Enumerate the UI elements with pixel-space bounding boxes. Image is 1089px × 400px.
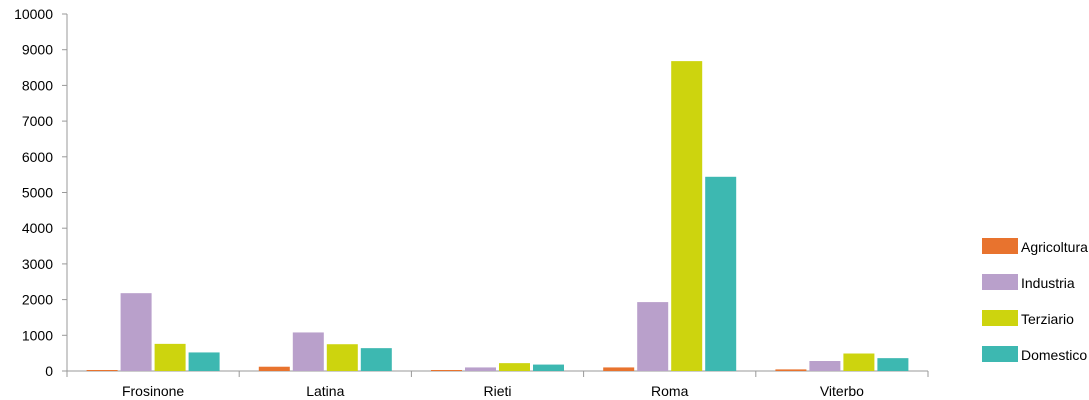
bar-terziario-roma xyxy=(671,61,703,372)
bar-agricoltura-viterbo xyxy=(775,369,807,371)
bar-agricoltura-rieti xyxy=(431,370,462,371)
y-axis: 0 1000 2000 3000 4000 5000 6000 7000 8000 9000 100… xyxy=(14,6,68,379)
x-axis: Frosinone Latina Rieti Roma Viterbo xyxy=(66,370,929,399)
legend-label-agricoltura: Agricoltura xyxy=(1021,239,1088,255)
bar-terziario-viterbo xyxy=(843,353,875,371)
bar-agricoltura-frosinone xyxy=(86,370,118,371)
legend: Agricoltura Industria Terziario Domestico xyxy=(982,238,1088,363)
bar-domestico-rieti xyxy=(533,364,564,371)
y-tick-label: 1000 xyxy=(22,327,53,343)
bar-agricoltura-roma xyxy=(603,367,635,371)
bars xyxy=(86,61,909,372)
y-tick-label: 4000 xyxy=(22,220,53,236)
y-tick-label: 0 xyxy=(45,363,53,379)
y-tick-label: 6000 xyxy=(22,149,53,165)
y-tick-label: 5000 xyxy=(22,185,53,201)
legend-label-industria: Industria xyxy=(1021,275,1075,291)
bar-agricoltura-latina xyxy=(258,366,290,371)
y-tick-label: 3000 xyxy=(22,256,53,272)
legend-label-domestico: Domestico xyxy=(1021,347,1087,363)
bar-industria-frosinone xyxy=(120,293,152,371)
legend-swatch-domestico xyxy=(982,346,1018,362)
bar-terziario-frosinone xyxy=(154,343,186,371)
bar-industria-rieti xyxy=(465,367,496,371)
y-tick-label: 2000 xyxy=(22,292,53,308)
legend-swatch-terziario xyxy=(982,310,1018,326)
y-tick-label: 9000 xyxy=(22,42,53,58)
legend-swatch-agricoltura xyxy=(982,238,1018,254)
bar-domestico-viterbo xyxy=(877,358,909,371)
x-tick-label: Roma xyxy=(651,383,689,399)
bar-terziario-latina xyxy=(326,344,358,371)
bar-industria-roma xyxy=(637,302,669,371)
y-tick-label: 7000 xyxy=(22,113,53,129)
y-tick-label: 10000 xyxy=(14,6,53,22)
bar-industria-viterbo xyxy=(809,361,841,371)
y-tick-label: 8000 xyxy=(22,77,53,93)
legend-label-terziario: Terziario xyxy=(1021,311,1074,327)
x-tick-label: Rieti xyxy=(483,383,511,399)
bar-domestico-frosinone xyxy=(188,352,220,371)
x-tick-label: Viterbo xyxy=(820,383,864,399)
bar-domestico-latina xyxy=(360,348,392,371)
bar-domestico-roma xyxy=(705,176,737,371)
x-tick-label: Latina xyxy=(306,383,344,399)
legend-swatch-industria xyxy=(982,274,1018,290)
x-tick-label: Frosinone xyxy=(122,383,184,399)
bar-terziario-rieti xyxy=(499,363,530,371)
bar-industria-latina xyxy=(292,332,324,371)
